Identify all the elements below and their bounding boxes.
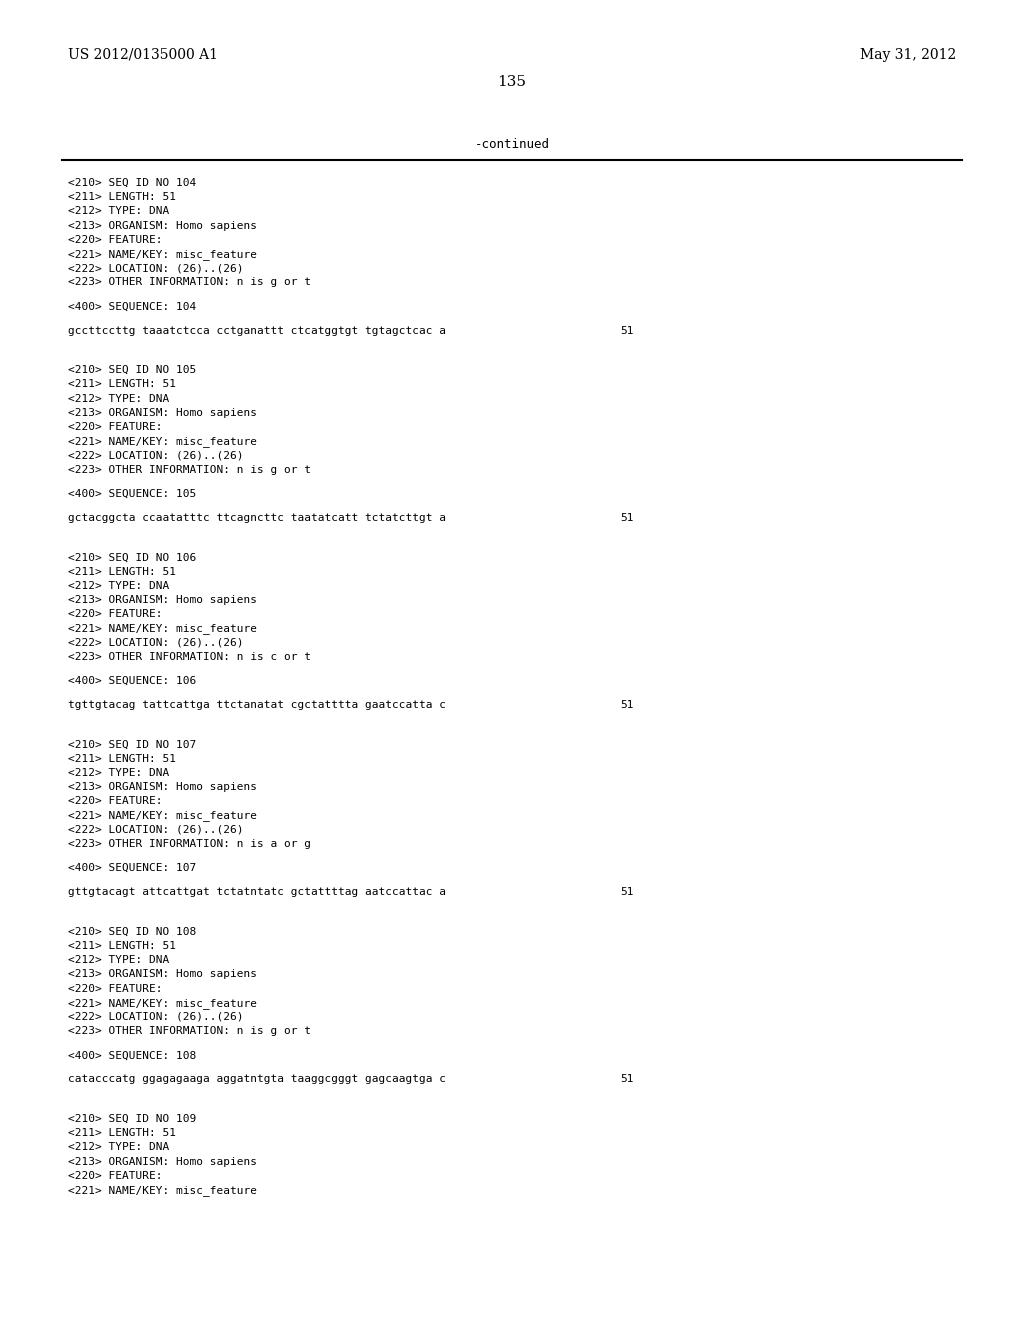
Text: <212> TYPE: DNA: <212> TYPE: DNA	[68, 956, 169, 965]
Text: <222> LOCATION: (26)..(26): <222> LOCATION: (26)..(26)	[68, 1012, 244, 1022]
Text: <220> FEATURE:: <220> FEATURE:	[68, 983, 163, 994]
Text: <212> TYPE: DNA: <212> TYPE: DNA	[68, 393, 169, 404]
Text: <211> LENGTH: 51: <211> LENGTH: 51	[68, 1129, 176, 1138]
Text: <213> ORGANISM: Homo sapiens: <213> ORGANISM: Homo sapiens	[68, 783, 257, 792]
Text: -continued: -continued	[474, 139, 550, 152]
Text: <212> TYPE: DNA: <212> TYPE: DNA	[68, 1142, 169, 1152]
Text: <222> LOCATION: (26)..(26): <222> LOCATION: (26)..(26)	[68, 263, 244, 273]
Text: gccttccttg taaatctcca cctganattt ctcatggtgt tgtagctcac a: gccttccttg taaatctcca cctganattt ctcatgg…	[68, 326, 446, 335]
Text: US 2012/0135000 A1: US 2012/0135000 A1	[68, 48, 218, 62]
Text: <221> NAME/KEY: misc_feature: <221> NAME/KEY: misc_feature	[68, 436, 257, 447]
Text: <210> SEQ ID NO 107: <210> SEQ ID NO 107	[68, 739, 197, 750]
Text: gttgtacagt attcattgat tctatntatc gctattttag aatccattac a: gttgtacagt attcattgat tctatntatc gctattt…	[68, 887, 446, 898]
Text: catacccatg ggagagaaga aggatntgta taaggcgggt gagcaagtga c: catacccatg ggagagaaga aggatntgta taaggcg…	[68, 1074, 446, 1085]
Text: <210> SEQ ID NO 105: <210> SEQ ID NO 105	[68, 366, 197, 375]
Text: <213> ORGANISM: Homo sapiens: <213> ORGANISM: Homo sapiens	[68, 969, 257, 979]
Text: 51: 51	[620, 1074, 634, 1085]
Text: <211> LENGTH: 51: <211> LENGTH: 51	[68, 941, 176, 950]
Text: <223> OTHER INFORMATION: n is g or t: <223> OTHER INFORMATION: n is g or t	[68, 465, 311, 475]
Text: gctacggcta ccaatatttc ttcagncttc taatatcatt tctatcttgt a: gctacggcta ccaatatttc ttcagncttc taatatc…	[68, 513, 446, 523]
Text: <222> LOCATION: (26)..(26): <222> LOCATION: (26)..(26)	[68, 450, 244, 461]
Text: <400> SEQUENCE: 107: <400> SEQUENCE: 107	[68, 863, 197, 873]
Text: <222> LOCATION: (26)..(26): <222> LOCATION: (26)..(26)	[68, 638, 244, 648]
Text: 51: 51	[620, 887, 634, 898]
Text: <211> LENGTH: 51: <211> LENGTH: 51	[68, 193, 176, 202]
Text: <223> OTHER INFORMATION: n is g or t: <223> OTHER INFORMATION: n is g or t	[68, 277, 311, 288]
Text: <210> SEQ ID NO 109: <210> SEQ ID NO 109	[68, 1114, 197, 1123]
Text: <213> ORGANISM: Homo sapiens: <213> ORGANISM: Homo sapiens	[68, 408, 257, 418]
Text: <210> SEQ ID NO 104: <210> SEQ ID NO 104	[68, 178, 197, 187]
Text: <212> TYPE: DNA: <212> TYPE: DNA	[68, 206, 169, 216]
Text: <212> TYPE: DNA: <212> TYPE: DNA	[68, 768, 169, 777]
Text: <221> NAME/KEY: misc_feature: <221> NAME/KEY: misc_feature	[68, 249, 257, 260]
Text: <221> NAME/KEY: misc_feature: <221> NAME/KEY: misc_feature	[68, 1185, 257, 1196]
Text: <220> FEATURE:: <220> FEATURE:	[68, 422, 163, 432]
Text: <220> FEATURE:: <220> FEATURE:	[68, 796, 163, 807]
Text: <220> FEATURE:: <220> FEATURE:	[68, 1171, 163, 1180]
Text: <221> NAME/KEY: misc_feature: <221> NAME/KEY: misc_feature	[68, 998, 257, 1008]
Text: 51: 51	[620, 700, 634, 710]
Text: <221> NAME/KEY: misc_feature: <221> NAME/KEY: misc_feature	[68, 810, 257, 821]
Text: <211> LENGTH: 51: <211> LENGTH: 51	[68, 754, 176, 764]
Text: 51: 51	[620, 326, 634, 335]
Text: 135: 135	[498, 75, 526, 88]
Text: <220> FEATURE:: <220> FEATURE:	[68, 609, 163, 619]
Text: <223> OTHER INFORMATION: n is a or g: <223> OTHER INFORMATION: n is a or g	[68, 840, 311, 849]
Text: tgttgtacag tattcattga ttctanatat cgctatttta gaatccatta c: tgttgtacag tattcattga ttctanatat cgctatt…	[68, 700, 446, 710]
Text: <220> FEATURE:: <220> FEATURE:	[68, 235, 163, 244]
Text: <400> SEQUENCE: 106: <400> SEQUENCE: 106	[68, 676, 197, 686]
Text: 51: 51	[620, 513, 634, 523]
Text: <223> OTHER INFORMATION: n is c or t: <223> OTHER INFORMATION: n is c or t	[68, 652, 311, 661]
Text: <400> SEQUENCE: 104: <400> SEQUENCE: 104	[68, 301, 197, 312]
Text: <210> SEQ ID NO 106: <210> SEQ ID NO 106	[68, 552, 197, 562]
Text: <213> ORGANISM: Homo sapiens: <213> ORGANISM: Homo sapiens	[68, 1156, 257, 1167]
Text: <211> LENGTH: 51: <211> LENGTH: 51	[68, 379, 176, 389]
Text: <400> SEQUENCE: 105: <400> SEQUENCE: 105	[68, 488, 197, 499]
Text: <221> NAME/KEY: misc_feature: <221> NAME/KEY: misc_feature	[68, 623, 257, 635]
Text: May 31, 2012: May 31, 2012	[860, 48, 956, 62]
Text: <400> SEQUENCE: 108: <400> SEQUENCE: 108	[68, 1051, 197, 1060]
Text: <210> SEQ ID NO 108: <210> SEQ ID NO 108	[68, 927, 197, 937]
Text: <213> ORGANISM: Homo sapiens: <213> ORGANISM: Homo sapiens	[68, 595, 257, 605]
Text: <223> OTHER INFORMATION: n is g or t: <223> OTHER INFORMATION: n is g or t	[68, 1026, 311, 1036]
Text: <212> TYPE: DNA: <212> TYPE: DNA	[68, 581, 169, 591]
Text: <222> LOCATION: (26)..(26): <222> LOCATION: (26)..(26)	[68, 825, 244, 834]
Text: <213> ORGANISM: Homo sapiens: <213> ORGANISM: Homo sapiens	[68, 220, 257, 231]
Text: <211> LENGTH: 51: <211> LENGTH: 51	[68, 566, 176, 577]
